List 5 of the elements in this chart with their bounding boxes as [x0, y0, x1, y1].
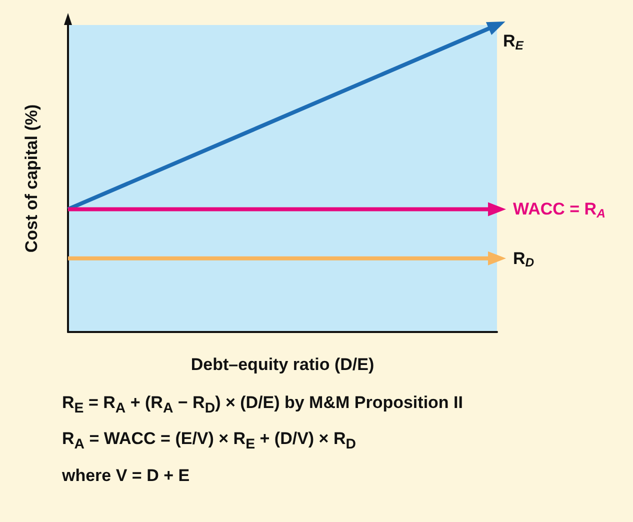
x-axis-title: Debt–equity ratio (D/E)	[190, 355, 374, 374]
text: R$_{A}$ = WACC = (E/V) × R$_{E}$ + (D/V) × R$_{D}$	[62, 429, 357, 453]
y-axis-title: Cost of capital (%)	[22, 104, 41, 253]
text: where V = D + E	[62, 466, 191, 486]
text: R$_{E}$ = R$_{A}$ + (R$_{A}$ − R$_{D}$) × (D/E) by M&M Proposition II	[62, 393, 463, 416]
